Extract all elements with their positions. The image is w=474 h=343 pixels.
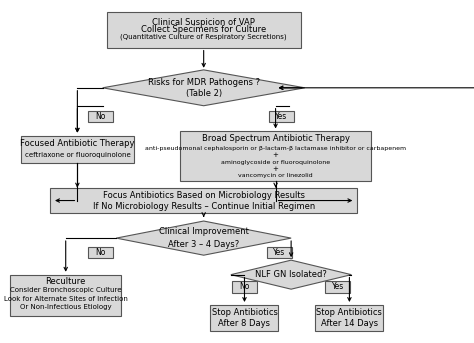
FancyBboxPatch shape (10, 275, 121, 316)
FancyBboxPatch shape (107, 12, 301, 48)
Text: Collect Specimens for Culture: Collect Specimens for Culture (141, 25, 266, 34)
Text: Focus Antibiotics Based on Microbiology Results: Focus Antibiotics Based on Microbiology … (103, 191, 305, 200)
FancyBboxPatch shape (232, 281, 257, 293)
Text: Stop Antibiotics: Stop Antibiotics (317, 308, 383, 317)
Text: (Table 2): (Table 2) (186, 89, 222, 98)
Text: Stop Antibiotics: Stop Antibiotics (211, 308, 277, 317)
Text: aminoglycoside or fluoroquinolone: aminoglycoside or fluoroquinolone (221, 160, 330, 165)
FancyBboxPatch shape (21, 135, 134, 163)
Text: vancomycin or linezolid: vancomycin or linezolid (238, 174, 313, 178)
FancyBboxPatch shape (50, 188, 357, 213)
Text: No: No (239, 283, 250, 292)
Text: After 3 – 4 Days?: After 3 – 4 Days? (168, 240, 239, 249)
Text: Reculture: Reculture (46, 277, 86, 286)
FancyBboxPatch shape (210, 305, 279, 331)
Text: +: + (273, 152, 279, 158)
Text: Or Non-Infectious Etiology: Or Non-Infectious Etiology (20, 304, 111, 310)
Text: Risks for MDR Pathogens ?: Risks for MDR Pathogens ? (147, 78, 260, 87)
Polygon shape (116, 221, 291, 255)
Polygon shape (231, 260, 351, 289)
Text: Yes: Yes (273, 248, 286, 257)
Text: Clinical Improvement: Clinical Improvement (159, 227, 249, 236)
FancyBboxPatch shape (88, 247, 113, 258)
Text: Yes: Yes (275, 113, 288, 121)
Text: Broad Spectrum Antibiotic Therapy: Broad Spectrum Antibiotic Therapy (201, 134, 350, 143)
FancyBboxPatch shape (269, 111, 294, 122)
Text: Clinical Suspicion of VAP: Clinical Suspicion of VAP (152, 18, 255, 27)
Text: After 14 Days: After 14 Days (321, 319, 378, 328)
FancyBboxPatch shape (88, 111, 113, 122)
Text: Look for Alternate Sites of Infection: Look for Alternate Sites of Infection (4, 296, 128, 301)
Text: Consider Bronchoscopic Culture: Consider Bronchoscopic Culture (10, 287, 121, 293)
Text: anti-pseudomonal cephalosporin or β-lactam-β lactamase inhibitor or carbapenem: anti-pseudomonal cephalosporin or β-lact… (145, 146, 406, 151)
Text: NLF GN Isolated?: NLF GN Isolated? (255, 270, 327, 279)
FancyBboxPatch shape (325, 281, 350, 293)
Text: (Quantitative Culture of Respiratory Secretions): (Quantitative Culture of Respiratory Sec… (120, 34, 287, 40)
Polygon shape (103, 70, 305, 106)
Text: If No Microbiology Results – Continue Initial Regimen: If No Microbiology Results – Continue In… (92, 201, 315, 211)
Text: ceftriaxone or fluoroquinolone: ceftriaxone or fluoroquinolone (25, 152, 130, 158)
Text: No: No (95, 113, 106, 121)
Text: Yes: Yes (332, 283, 344, 292)
FancyBboxPatch shape (267, 247, 292, 258)
Text: After 8 Days: After 8 Days (219, 319, 271, 328)
FancyBboxPatch shape (181, 131, 371, 181)
Text: +: + (273, 166, 279, 172)
FancyBboxPatch shape (315, 305, 383, 331)
Text: Focused Antibiotic Therapy: Focused Antibiotic Therapy (20, 139, 135, 148)
Text: No: No (95, 248, 106, 257)
